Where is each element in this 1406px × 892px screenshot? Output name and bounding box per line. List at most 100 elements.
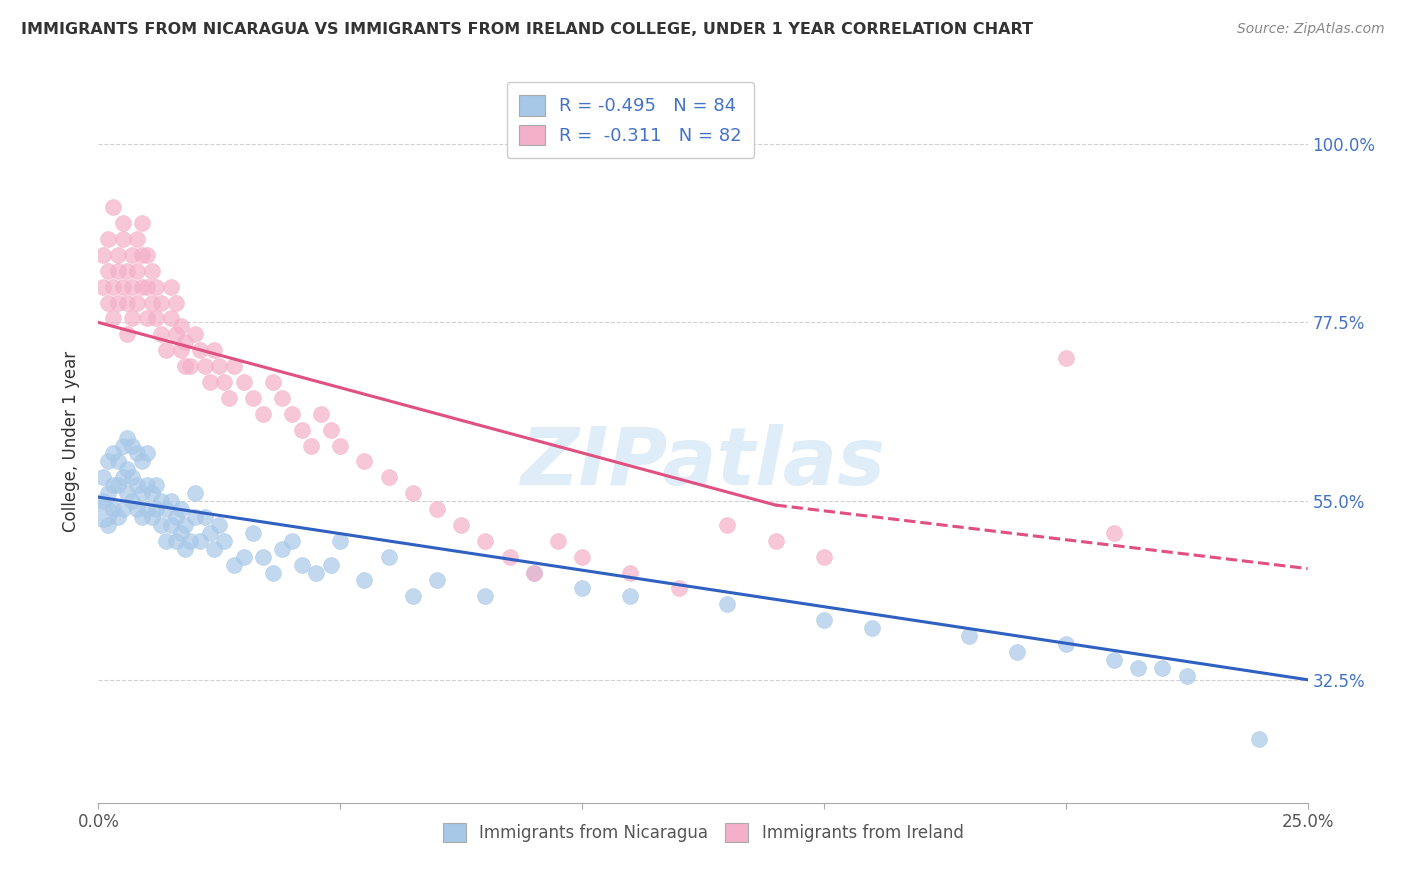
- Point: [160, 517, 183, 532]
- Point: [716, 597, 738, 611]
- Point: [145, 502, 167, 516]
- Point: [101, 502, 124, 516]
- Point: [377, 549, 399, 564]
- Point: [91, 506, 114, 520]
- Point: [208, 359, 231, 373]
- Point: [208, 517, 231, 532]
- Point: [127, 295, 149, 310]
- Point: [716, 517, 738, 532]
- Point: [145, 311, 167, 326]
- Point: [218, 391, 240, 405]
- Point: [165, 510, 187, 524]
- Point: [169, 525, 191, 540]
- Point: [150, 494, 173, 508]
- Point: [97, 232, 120, 246]
- Y-axis label: College, Under 1 year: College, Under 1 year: [62, 351, 80, 533]
- Point: [141, 510, 163, 524]
- Point: [145, 478, 167, 492]
- Point: [305, 566, 328, 580]
- Point: [117, 327, 139, 342]
- Legend: Immigrants from Nicaragua, Immigrants from Ireland: Immigrants from Nicaragua, Immigrants fr…: [436, 816, 970, 848]
- Point: [131, 216, 153, 230]
- Point: [150, 295, 173, 310]
- Point: [668, 582, 690, 596]
- Point: [135, 502, 157, 516]
- Point: [353, 574, 375, 588]
- Point: [101, 279, 124, 293]
- Point: [179, 533, 201, 548]
- Point: [377, 470, 399, 484]
- Point: [101, 200, 124, 214]
- Point: [107, 295, 129, 310]
- Point: [111, 279, 134, 293]
- Point: [101, 311, 124, 326]
- Point: [111, 216, 134, 230]
- Point: [107, 478, 129, 492]
- Point: [135, 248, 157, 262]
- Point: [319, 558, 342, 572]
- Point: [290, 558, 312, 572]
- Point: [155, 343, 177, 358]
- Point: [131, 510, 153, 524]
- Point: [150, 327, 173, 342]
- Point: [169, 343, 191, 358]
- Point: [299, 438, 322, 452]
- Point: [571, 582, 593, 596]
- Point: [184, 327, 207, 342]
- Point: [262, 566, 284, 580]
- Point: [212, 533, 235, 548]
- Point: [155, 533, 177, 548]
- Point: [252, 407, 274, 421]
- Point: [402, 590, 425, 604]
- Point: [813, 613, 835, 627]
- Point: [353, 454, 375, 468]
- Point: [426, 574, 449, 588]
- Point: [121, 311, 143, 326]
- Point: [135, 446, 157, 460]
- Point: [135, 478, 157, 492]
- Point: [547, 533, 569, 548]
- Point: [91, 248, 114, 262]
- Point: [474, 590, 496, 604]
- Point: [523, 566, 546, 580]
- Point: [242, 391, 264, 405]
- Point: [957, 629, 980, 643]
- Point: [281, 533, 304, 548]
- Point: [860, 621, 883, 635]
- Point: [111, 470, 134, 484]
- Point: [141, 295, 163, 310]
- Point: [165, 533, 187, 548]
- Point: [97, 486, 120, 500]
- Point: [91, 279, 114, 293]
- Point: [179, 359, 201, 373]
- Point: [111, 232, 134, 246]
- Point: [188, 533, 211, 548]
- Point: [174, 517, 197, 532]
- Point: [232, 549, 254, 564]
- Point: [198, 375, 221, 389]
- Point: [174, 359, 197, 373]
- Point: [121, 494, 143, 508]
- Point: [107, 510, 129, 524]
- Point: [619, 590, 641, 604]
- Point: [222, 359, 245, 373]
- Point: [111, 438, 134, 452]
- Point: [160, 311, 183, 326]
- Point: [97, 295, 120, 310]
- Point: [121, 438, 143, 452]
- Point: [1249, 732, 1271, 747]
- Point: [150, 517, 173, 532]
- Point: [107, 454, 129, 468]
- Point: [1102, 653, 1125, 667]
- Point: [101, 446, 124, 460]
- Point: [309, 407, 332, 421]
- Point: [1054, 637, 1077, 651]
- Point: [101, 478, 124, 492]
- Point: [194, 510, 217, 524]
- Point: [188, 343, 211, 358]
- Point: [169, 319, 191, 334]
- Point: [194, 359, 217, 373]
- Point: [121, 248, 143, 262]
- Point: [450, 517, 472, 532]
- Point: [222, 558, 245, 572]
